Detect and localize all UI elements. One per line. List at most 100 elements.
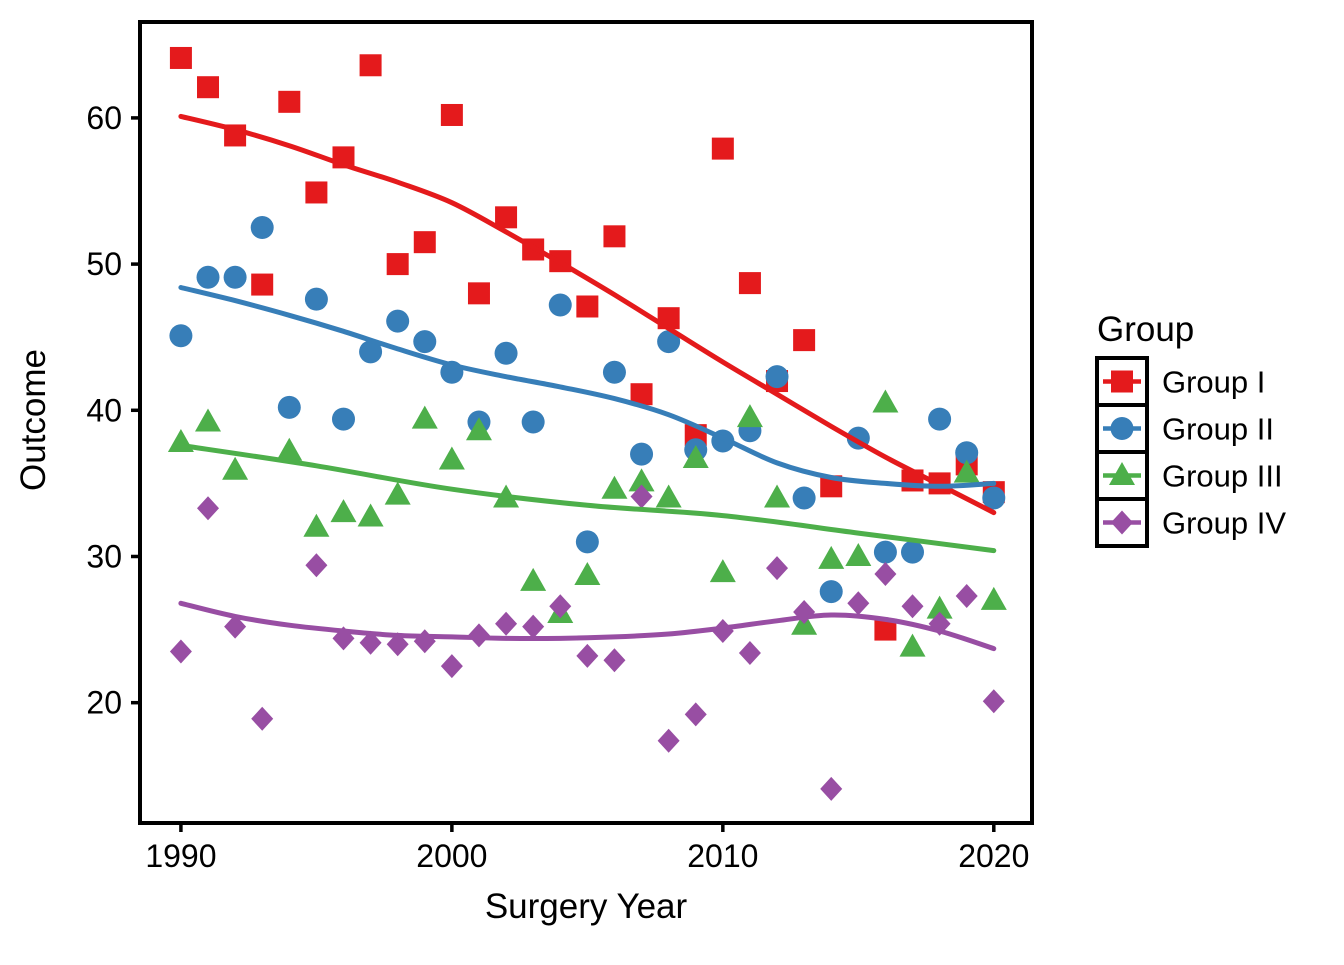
data-point bbox=[820, 776, 843, 801]
data-point bbox=[603, 648, 626, 673]
data-point bbox=[359, 630, 382, 655]
data-point bbox=[413, 231, 436, 254]
data-point bbox=[955, 583, 978, 608]
x-axis-title: Surgery Year bbox=[485, 887, 688, 926]
data-point bbox=[630, 442, 654, 466]
data-point bbox=[845, 542, 872, 566]
data-point bbox=[926, 595, 953, 619]
data-point bbox=[494, 341, 518, 365]
data-point bbox=[901, 594, 924, 619]
data-point bbox=[899, 633, 926, 657]
data-point bbox=[736, 404, 763, 428]
panel-border bbox=[138, 20, 1034, 825]
data-point bbox=[465, 417, 492, 441]
legend-entry-4: Group IV bbox=[1095, 497, 1286, 548]
data-point bbox=[711, 137, 734, 160]
data-point bbox=[819, 580, 843, 604]
data-point bbox=[521, 410, 545, 434]
data-point bbox=[384, 481, 411, 505]
data-point bbox=[872, 389, 899, 413]
data-point bbox=[655, 484, 682, 508]
legend-label: Group III bbox=[1162, 459, 1283, 494]
data-point bbox=[304, 287, 328, 311]
y-tick-label: 50 bbox=[86, 246, 122, 282]
data-point bbox=[330, 499, 357, 523]
data-point bbox=[359, 340, 383, 364]
data-point bbox=[602, 360, 626, 384]
legend-label: Group I bbox=[1162, 365, 1265, 400]
data-point bbox=[601, 475, 628, 499]
data-point bbox=[222, 456, 249, 480]
y-tick-label: 20 bbox=[86, 685, 122, 721]
data-point bbox=[657, 728, 680, 753]
data-point bbox=[305, 181, 328, 204]
data-point bbox=[305, 553, 328, 578]
circle-legend-icon bbox=[1110, 417, 1134, 440]
data-point bbox=[386, 253, 409, 276]
data-point bbox=[982, 486, 1006, 510]
legend-entry-1: Group I bbox=[1095, 356, 1265, 407]
data-point bbox=[682, 445, 709, 469]
data-point bbox=[195, 408, 222, 432]
data-point bbox=[847, 591, 870, 616]
data-point bbox=[520, 567, 547, 591]
data-point bbox=[818, 545, 845, 569]
y-tick-label: 30 bbox=[86, 538, 122, 574]
series-points-1 bbox=[169, 46, 1005, 641]
square-legend-icon bbox=[1111, 370, 1133, 393]
data-point bbox=[765, 365, 789, 389]
data-point bbox=[792, 486, 816, 510]
plot-panel bbox=[140, 22, 1032, 823]
triangle-legend-icon bbox=[1109, 462, 1135, 485]
data-point bbox=[169, 46, 192, 69]
data-point bbox=[630, 383, 653, 406]
data-point bbox=[386, 309, 410, 333]
data-point bbox=[495, 206, 518, 229]
data-point bbox=[331, 407, 355, 431]
y-axis-title: Outcome bbox=[14, 349, 53, 491]
data-point bbox=[630, 484, 653, 509]
trend-line-1 bbox=[178, 113, 997, 516]
data-point bbox=[386, 632, 409, 657]
data-point bbox=[980, 586, 1007, 610]
data-point bbox=[197, 496, 220, 521]
data-point bbox=[495, 611, 518, 636]
data-point bbox=[467, 282, 490, 305]
x-tick-label: 2020 bbox=[958, 838, 1029, 874]
data-point bbox=[874, 618, 897, 641]
data-series-layer bbox=[167, 46, 1007, 801]
y-tick-label: 60 bbox=[86, 100, 122, 136]
data-point bbox=[953, 459, 980, 483]
legend-label: Group IV bbox=[1162, 506, 1286, 541]
data-point bbox=[440, 654, 463, 679]
data-point bbox=[549, 594, 572, 619]
data-point bbox=[738, 640, 761, 665]
data-point bbox=[955, 441, 979, 465]
data-point bbox=[303, 513, 330, 537]
data-point bbox=[357, 503, 384, 527]
data-point bbox=[628, 468, 655, 492]
x-tick-label: 1990 bbox=[145, 838, 216, 874]
data-point bbox=[276, 437, 303, 461]
data-point bbox=[223, 265, 247, 289]
data-point bbox=[278, 90, 301, 113]
data-point bbox=[359, 54, 382, 77]
data-point bbox=[224, 614, 247, 639]
data-point bbox=[766, 556, 789, 581]
data-point bbox=[197, 76, 220, 99]
data-point bbox=[657, 330, 681, 354]
data-point bbox=[576, 643, 599, 668]
data-point bbox=[684, 702, 707, 727]
legend-entry-3: Group III bbox=[1095, 450, 1283, 501]
data-point bbox=[250, 216, 274, 240]
data-point bbox=[874, 562, 897, 587]
data-point bbox=[413, 330, 437, 354]
data-point bbox=[438, 446, 465, 470]
series-points-2 bbox=[169, 216, 1006, 604]
data-point bbox=[738, 272, 761, 295]
panel-background bbox=[140, 22, 1032, 823]
data-point bbox=[251, 706, 274, 731]
data-point bbox=[251, 273, 274, 296]
x-tick-label: 2000 bbox=[416, 838, 487, 874]
